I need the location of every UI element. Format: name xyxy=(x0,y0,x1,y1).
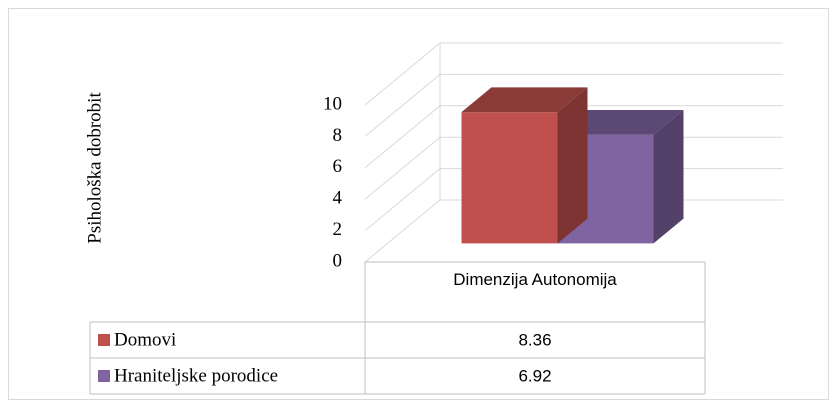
chart-border xyxy=(8,8,829,400)
table-value: 6.92 xyxy=(518,366,551,385)
table-value: 8.36 xyxy=(518,330,551,349)
bar-top xyxy=(461,87,588,113)
y-tick-label: 2 xyxy=(333,219,343,240)
bar-side xyxy=(557,87,588,244)
legend-key xyxy=(98,370,110,382)
x-tick-label: Dimenzija Autonomija xyxy=(453,270,617,289)
bar-side xyxy=(653,109,684,244)
y-tick-label: 4 xyxy=(333,188,343,209)
category-cell: Dimenzija Autonomija xyxy=(453,270,617,289)
y-axis-title: Psihološka dobrobit xyxy=(84,92,105,244)
y-tick-label: 6 xyxy=(333,156,343,177)
y-tick-label: 8 xyxy=(333,125,343,146)
bar-top xyxy=(557,109,684,135)
legend-key xyxy=(98,334,110,346)
y-tick-label: 0 xyxy=(333,250,343,271)
legend-label: Domovi xyxy=(114,329,176,350)
y-tick-label: 10 xyxy=(323,93,342,114)
legend-label: Hraniteljske porodice xyxy=(114,365,278,386)
bar-front xyxy=(461,112,558,244)
